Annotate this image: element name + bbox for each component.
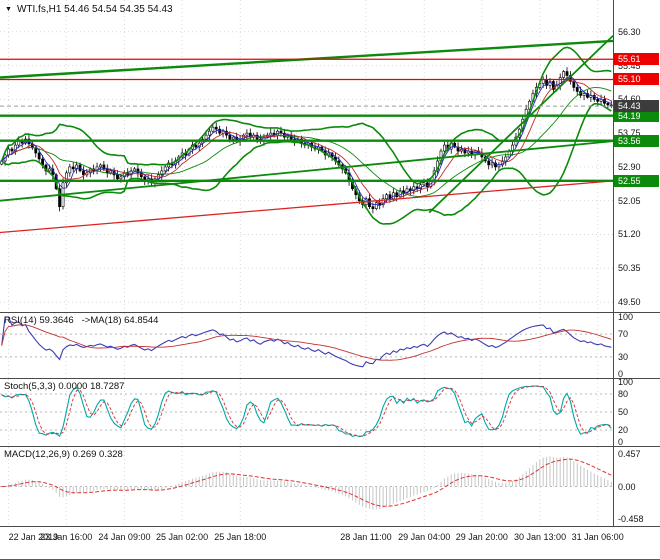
macd-canvas[interactable] bbox=[0, 447, 660, 526]
time-axis-label: 25 Jan 02:00 bbox=[156, 532, 209, 542]
main-chart-panel: ▼ WTI.fs,H1 54.46 54.54 54.35 54.43 56.3… bbox=[0, 0, 660, 312]
stochastic-panel: Stoch(5,3,3) 0.0000 18.7287 100 80 50 20 0 bbox=[0, 377, 660, 447]
time-axis-label: 23 Jan 16:00 bbox=[40, 532, 93, 542]
symbol-marker-icon: ▼ bbox=[5, 6, 12, 13]
time-axis-label: 29 Jan 20:00 bbox=[455, 532, 508, 542]
rsi-label: RSI(14) 59.3646 ->MA(18) 64.8544 bbox=[4, 315, 159, 326]
time-axis-label: 22 Jan 2019 bbox=[8, 532, 59, 542]
time-axis-label: 25 Jan 18:00 bbox=[214, 532, 267, 542]
time-axis-label: 28 Jan 11:00 bbox=[340, 532, 392, 542]
stochastic-canvas[interactable] bbox=[0, 379, 660, 446]
macd-panel: MACD(12,26,9) 0.269 0.328 0.457 0.00 -0.45… bbox=[0, 446, 660, 526]
time-axis-label: 30 Jan 13:00 bbox=[514, 532, 567, 542]
time-axis: 22 Jan 2019 23 Jan 16:00 24 Jan 09:00 25 Ja… bbox=[0, 526, 660, 559]
rsi-panel: RSI(14) 59.3646 ->MA(18) 64.8544 100 70 30… bbox=[0, 312, 660, 379]
stochastic-label: Stoch(5,3,3) 0.0000 18.7287 bbox=[4, 381, 125, 392]
time-axis-label: 24 Jan 09:00 bbox=[98, 532, 151, 542]
time-axis-label: 29 Jan 04:00 bbox=[398, 532, 451, 542]
time-axis-label: 31 Jan 06:00 bbox=[571, 532, 624, 542]
chart-title-text: WTI.fs,H1 54.46 54.54 54.35 54.43 bbox=[16, 4, 173, 15]
macd-label: MACD(12,26,9) 0.269 0.328 bbox=[4, 449, 123, 460]
rsi-canvas[interactable] bbox=[0, 313, 660, 378]
chart-title: ▼ WTI.fs,H1 54.46 54.54 54.35 54.43 bbox=[5, 4, 173, 15]
main-chart-canvas[interactable] bbox=[0, 0, 660, 312]
